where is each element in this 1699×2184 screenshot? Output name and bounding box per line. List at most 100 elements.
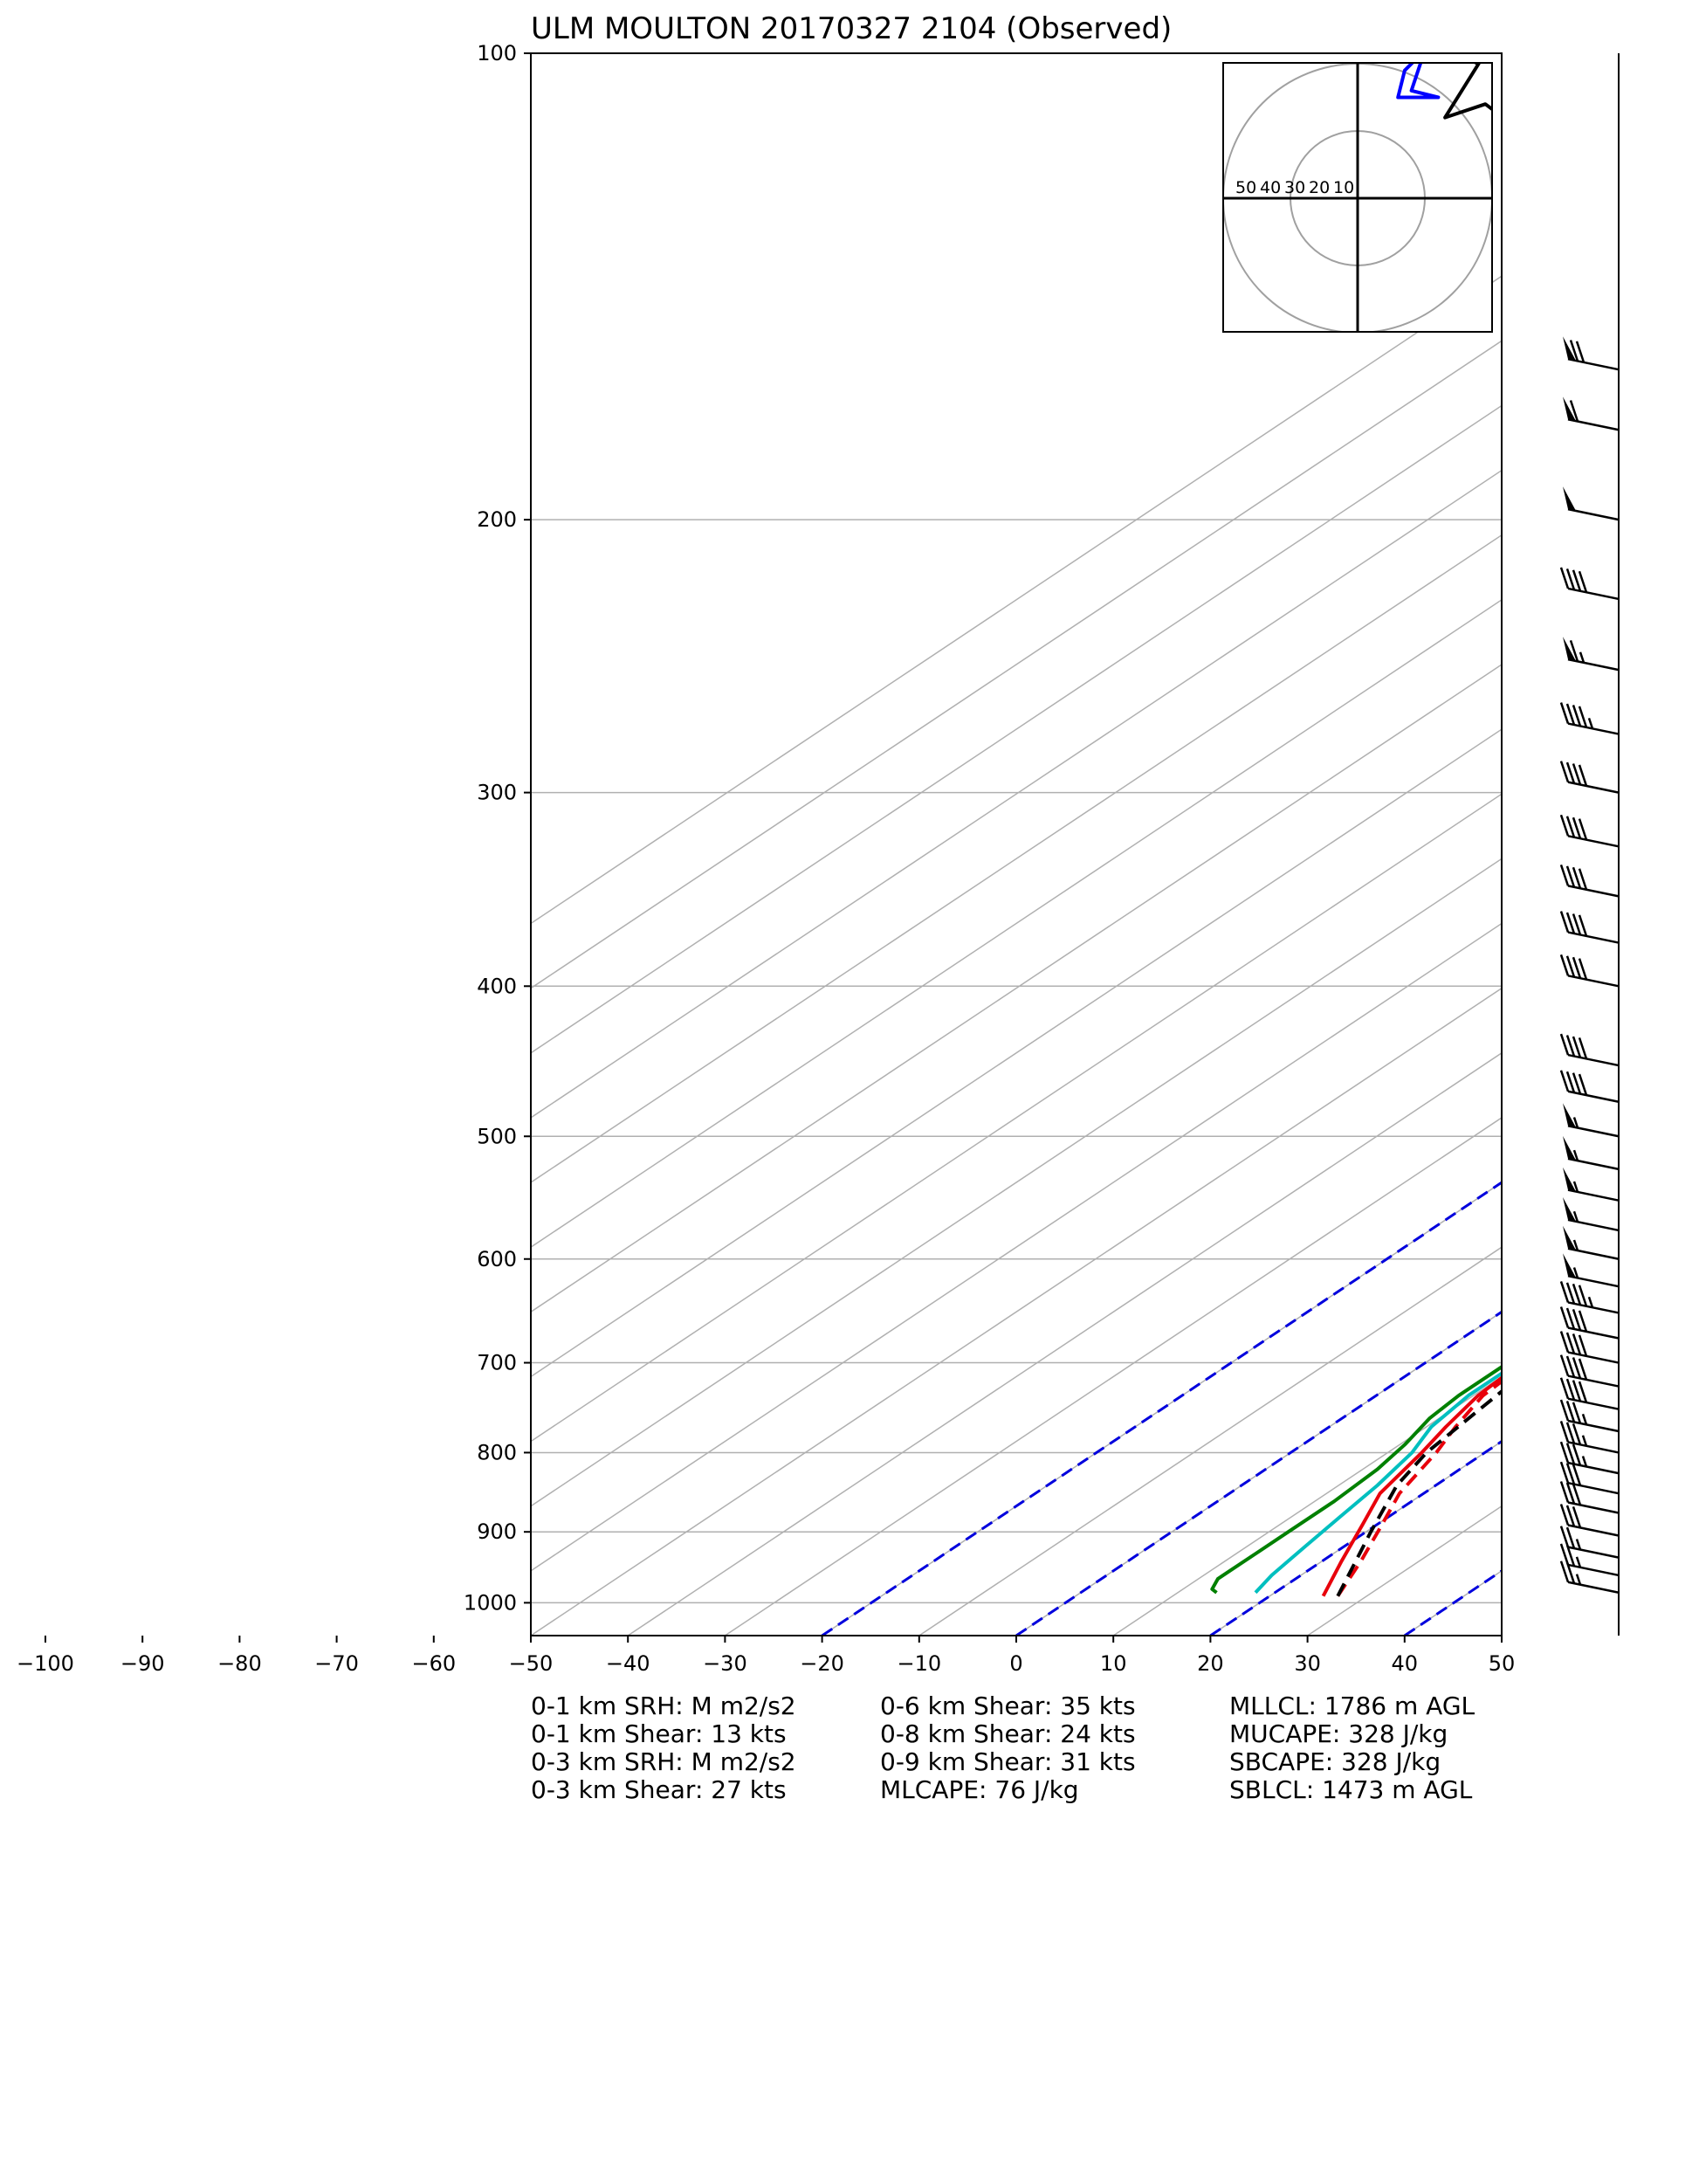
stat-line: 0-3 km Shear: 27 kts — [531, 1775, 787, 1804]
temperature-tick-label: 40 — [1392, 1651, 1419, 1676]
stat-line: 0-6 km Shear: 35 kts — [880, 1691, 1136, 1720]
temperature-tick-label: −90 — [120, 1651, 165, 1676]
sounding-profiles — [1210, 1364, 1502, 1597]
grid — [531, 53, 1502, 1636]
isotherm-gridline — [531, 858, 1502, 1507]
pressure-tick-label: 500 — [477, 1124, 517, 1148]
stat-line: MLLCL: 1786 m AGL — [1229, 1691, 1475, 1720]
isotherm-gridline — [531, 598, 1502, 1249]
wind-barb — [1563, 486, 1620, 521]
wind-barb — [1563, 336, 1620, 371]
wind-barb — [1559, 864, 1620, 898]
hodograph-trace — [1396, 63, 1441, 100]
pressure-tick-label: 200 — [477, 507, 517, 532]
wind-barb — [1559, 1033, 1620, 1067]
hodograph-ring-label: 30 — [1284, 178, 1305, 197]
isotherm-gridline — [531, 340, 1502, 989]
temperature-tick-label: −40 — [606, 1651, 650, 1676]
temperature-tick-label: −50 — [509, 1651, 554, 1676]
wind-barb — [1559, 1526, 1620, 1559]
wind-barb — [1559, 1543, 1620, 1577]
isotherm-gridline — [531, 534, 1502, 1183]
wind-barb — [1563, 1196, 1620, 1232]
dewpoint-line — [1210, 1364, 1502, 1595]
wind-barb — [1559, 1354, 1620, 1388]
wetbulb-line — [1254, 1371, 1502, 1595]
temperature-line — [1321, 1375, 1502, 1597]
parcel-line — [1336, 1388, 1502, 1597]
wind-barb — [1559, 1281, 1620, 1314]
pressure-tick-label: 100 — [477, 41, 517, 65]
pressure-tick-label: 300 — [477, 781, 517, 805]
temperature-tick-label: −100 — [17, 1651, 74, 1676]
isotherm-gridline — [531, 469, 1502, 1119]
wind-barb — [1563, 1103, 1620, 1138]
wind-barb — [1559, 911, 1620, 944]
pressure-tick-label: 1000 — [464, 1590, 517, 1615]
isotherm-gridline — [627, 1051, 1502, 1636]
isotherm-gridline — [531, 922, 1502, 1572]
temperature-tick-label: 0 — [1009, 1651, 1022, 1676]
isotherm-gridline — [531, 987, 1502, 1636]
wind-barb — [1559, 567, 1620, 601]
hodograph-ring-label: 50 — [1235, 178, 1256, 197]
hodograph-frame — [1222, 62, 1493, 333]
hodograph-ring-labels: 50 40 30 20 10 — [1235, 178, 1354, 197]
isotherm-gridline — [918, 1246, 1502, 1636]
isotherm-gridline — [531, 404, 1502, 1054]
hodograph-traces — [1362, 63, 1492, 120]
wind-barb — [1559, 1441, 1620, 1475]
pressure-tick-label: 800 — [477, 1440, 517, 1464]
temperature-tick-label: 10 — [1100, 1651, 1127, 1676]
wind-barb — [1559, 1560, 1620, 1594]
wind-barb — [1563, 396, 1620, 431]
hodograph-inset: 50 40 30 20 10 — [1222, 62, 1493, 333]
temperature-axis: −100 −90 −80 −70 −60 −50 −40 −30 −20 −10 0 10 20 30 40… — [17, 1636, 1515, 1676]
wind-barb — [1563, 637, 1620, 672]
pressure-tick-label: 400 — [477, 974, 517, 998]
temperature-tick-label: −30 — [703, 1651, 747, 1676]
stat-line: SBLCL: 1473 m AGL — [1229, 1775, 1473, 1804]
temperature-tick-label: −80 — [217, 1651, 262, 1676]
pressure-tick-label: 600 — [477, 1247, 517, 1271]
wind-barb — [1559, 761, 1620, 794]
isotherm-gridline — [724, 1117, 1502, 1636]
wind-barb — [1563, 1253, 1620, 1288]
temperature-tick-label: −10 — [897, 1651, 941, 1676]
isotherm-gridline — [1015, 1311, 1502, 1636]
isotherm-gridline — [531, 728, 1502, 1378]
stat-line: 0-9 km Shear: 31 kts — [880, 1747, 1136, 1776]
isotherm-gridline — [531, 664, 1502, 1313]
stat-line: 0-1 km SRH: M m2/s2 — [531, 1691, 796, 1720]
pressure-tick-label: 900 — [477, 1519, 517, 1544]
sounding-stats: 0-1 km SRH: M m2/s20-1 km Shear: 13 kts0… — [531, 1691, 1475, 1804]
wind-barb — [1563, 1167, 1620, 1202]
stat-line: MLCAPE: 76 J/kg — [880, 1775, 1079, 1804]
pressure-axis: 100 200 300 400 500 600 700 800 900 1000 — [464, 41, 531, 1615]
wind-barb — [1559, 1306, 1620, 1340]
temperature-tick-label: 30 — [1294, 1651, 1321, 1676]
wind-barb — [1563, 1225, 1620, 1260]
stat-line: 0-3 km SRH: M m2/s2 — [531, 1747, 796, 1776]
wind-barb — [1559, 1461, 1620, 1495]
wind-barb — [1559, 1504, 1620, 1537]
wind-barb — [1559, 1377, 1620, 1410]
wind-barb — [1559, 1421, 1620, 1454]
wind-barb — [1559, 1070, 1620, 1103]
stat-line: 0-8 km Shear: 24 kts — [880, 1719, 1136, 1748]
wind-barb — [1559, 1399, 1620, 1433]
temperature-tick-label: −70 — [314, 1651, 359, 1676]
stat-line: MUCAPE: 328 J/kg — [1229, 1719, 1448, 1748]
temperature-tick-label: 20 — [1197, 1651, 1224, 1676]
pressure-tick-label: 700 — [477, 1351, 517, 1375]
hodograph-ring-label: 40 — [1260, 178, 1281, 197]
wind-barb — [1559, 702, 1620, 735]
hodograph-ring-label: 10 — [1333, 178, 1354, 197]
wind-barb — [1559, 954, 1620, 988]
isotherm-gridline — [531, 793, 1502, 1443]
hodograph-ring-label: 20 — [1309, 178, 1330, 197]
stat-line: 0-1 km Shear: 13 kts — [531, 1719, 787, 1748]
isotherm-gridline — [1501, 1635, 1502, 1636]
stat-line: SBCAPE: 328 J/kg — [1229, 1747, 1441, 1776]
